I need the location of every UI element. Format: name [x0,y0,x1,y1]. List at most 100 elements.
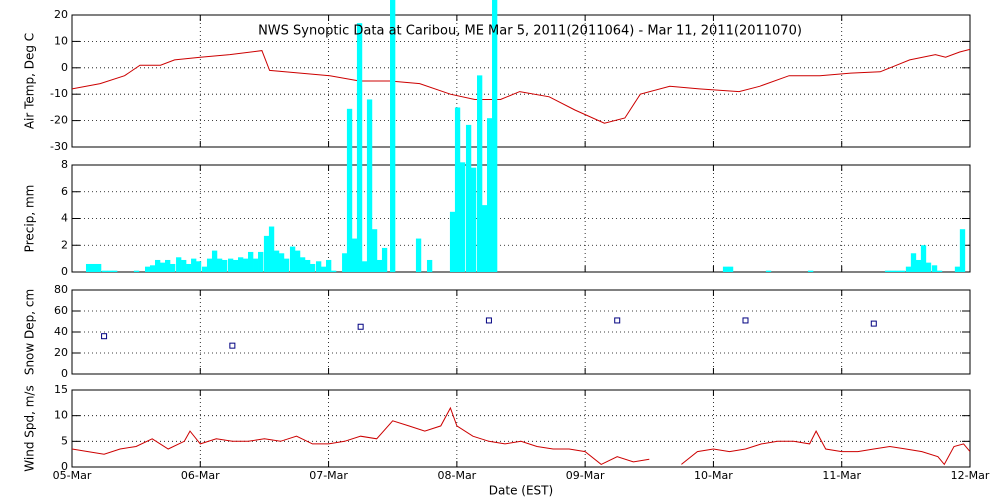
bar [299,257,306,272]
y-tick-label: -30 [50,140,68,153]
bar [170,263,176,272]
bar [899,270,906,272]
bar [107,270,113,272]
y-tick-label: 0 [61,61,68,74]
bar [765,270,772,272]
bar [263,235,270,272]
bar [346,108,353,272]
bar [361,261,368,272]
bar [294,250,301,272]
y-tick-label: 8 [61,158,68,171]
bar [454,107,461,272]
bar [253,258,259,272]
x-tick-label: 10-Mar [694,469,733,482]
bar [390,0,396,272]
point [614,317,621,324]
bar [326,259,332,272]
bar [165,259,171,272]
bar [910,253,917,272]
bar [727,266,734,272]
y-tick-label: 60 [54,304,68,317]
bar [894,270,901,272]
y-tick-label: 2 [61,238,68,251]
data-line [72,406,970,466]
bar [889,270,896,272]
bar [181,259,187,272]
point [742,317,749,324]
y-axis-label: Precip, mm [23,185,37,253]
bar [915,259,922,272]
y-tick-label: 0 [61,265,68,278]
bar [283,258,290,272]
x-tick-label: 06-Mar [181,469,220,482]
bar [95,263,102,272]
bar [807,270,814,272]
bar [321,266,327,272]
y-axis-label: Air Temp, Deg C [23,33,37,129]
y-tick-label: -10 [50,87,68,100]
bar [195,261,202,272]
x-tick-label: 05-Mar [53,469,92,482]
bar [268,226,275,272]
y-tick-label: 0 [61,367,68,380]
bar [258,251,264,272]
bar [936,270,943,272]
bar [278,253,285,272]
bar [304,259,311,272]
bar [492,0,498,272]
bar [905,266,912,272]
y-tick-label: 5 [61,434,68,447]
chart-title: NWS Synoptic Data at Caribou, ME Mar 5, … [258,24,802,39]
bar [206,258,213,272]
bar [191,258,197,272]
point [485,317,492,324]
plot-frame [71,164,971,273]
bar [366,99,373,273]
y-tick-label: 20 [54,346,68,359]
bar [381,247,388,272]
y-tick-label: -20 [50,114,68,127]
x-tick-label: 11-Mar [822,469,861,482]
y-tick-label: 10 [54,409,68,422]
y-axis-label: Snow Dep, cm [23,289,37,375]
bar [243,258,249,272]
plot-frame [71,289,971,375]
bar [415,238,422,272]
x-tick-label: 07-Mar [309,469,348,482]
bar [216,258,223,272]
bar [476,75,483,272]
y-tick-label: 80 [54,283,68,296]
bar [112,270,118,272]
plot-frame [71,389,971,468]
bar [186,263,192,272]
x-tick-label: 12-Mar [951,469,990,482]
x-axis-label: Date (EST) [489,484,553,498]
y-tick-label: 40 [54,325,68,338]
bar [931,265,938,272]
y-tick-label: 6 [61,185,68,198]
bar [133,270,140,272]
bar [954,266,961,272]
bar [426,259,433,272]
bar [884,270,891,272]
bar [487,118,493,272]
bar [356,23,363,272]
bar [315,261,322,272]
point [357,323,364,330]
bar [90,263,97,272]
bar [227,258,234,272]
bar [238,257,244,272]
data-line [72,48,970,124]
bar [144,266,151,272]
bar [160,262,166,272]
y-tick-label: 4 [61,212,68,225]
bar [470,167,477,272]
bar [309,263,316,272]
bar [273,250,280,272]
y-tick-label: 20 [54,8,68,21]
bar [176,257,182,272]
bar [248,251,254,272]
bar [221,259,228,272]
